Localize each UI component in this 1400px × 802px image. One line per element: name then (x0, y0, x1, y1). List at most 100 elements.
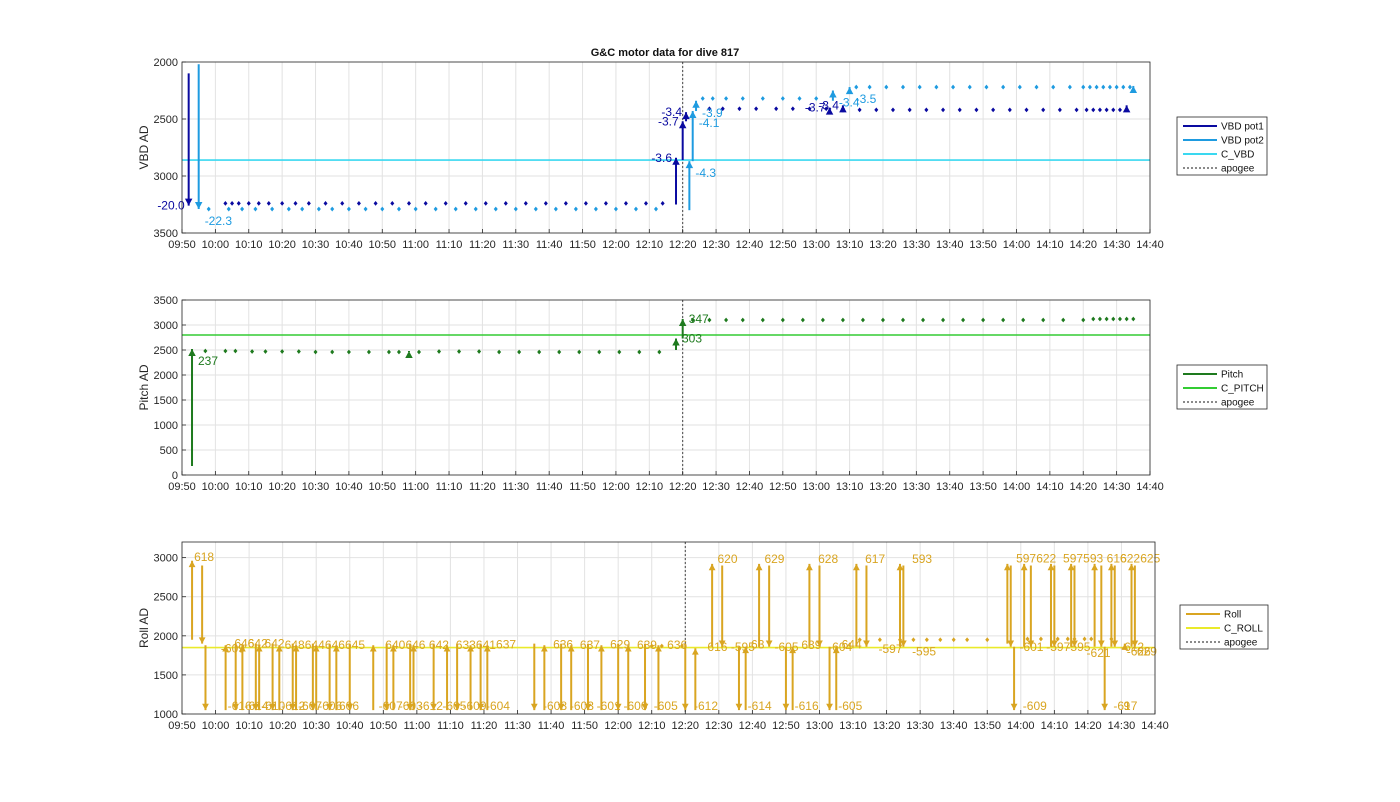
data-point (957, 107, 962, 113)
roll-arrow-head (832, 646, 840, 654)
x-tick-label: 11:00 (404, 720, 431, 732)
data-point (226, 206, 231, 212)
x-tick-label: 13:20 (873, 720, 901, 732)
data-point (884, 84, 889, 90)
x-tick-label: 11:10 (437, 720, 464, 732)
x-tick-label: 11:50 (569, 481, 596, 493)
roll-arrow-head (1131, 640, 1139, 647)
data-point (1041, 107, 1046, 113)
data-point (917, 84, 922, 90)
x-tick-label: 12:30 (702, 239, 730, 251)
y-tick-label: 2000 (154, 57, 178, 69)
y-tick-label: 1000 (154, 709, 178, 721)
x-tick-label: 10:50 (369, 239, 397, 251)
data-point (433, 206, 438, 212)
data-point (366, 349, 371, 355)
y-tick-label: 3500 (154, 228, 178, 240)
data-point (543, 200, 548, 206)
data-point (396, 206, 401, 212)
legend-entry: Pitch (1221, 370, 1243, 381)
legend-entry: apogee (1221, 164, 1255, 175)
data-point (557, 349, 562, 355)
data-point (653, 206, 658, 212)
roll-arrow-head (1007, 640, 1015, 647)
event-arrow-head (825, 107, 834, 115)
data-point (517, 349, 522, 355)
roll-arrow-head (275, 645, 283, 652)
data-point (1024, 107, 1029, 113)
data-point (1107, 84, 1112, 90)
roll-value-label: 617 (865, 552, 885, 566)
data-point (1051, 84, 1056, 90)
x-tick-label: 12:00 (602, 239, 630, 251)
roll-value-label: -612 (419, 699, 443, 713)
data-point (1104, 316, 1109, 322)
x-tick-label: 10:50 (369, 481, 397, 493)
data-point (1114, 84, 1119, 90)
roll-value-label: -606 (318, 699, 342, 713)
data-point (553, 206, 558, 212)
x-tick-label: 10:50 (370, 720, 398, 732)
roll-arrow-head (1047, 563, 1055, 571)
data-point (938, 637, 943, 643)
data-point (643, 200, 648, 206)
x-tick-label: 10:20 (268, 239, 296, 251)
x-tick-label: 13:40 (936, 239, 964, 251)
panel-vbd: -20.0-3.6-3.7-3.4 -3.7-3.4-22.3-4.3-4.1-3… (137, 57, 1268, 251)
data-point (974, 107, 979, 113)
data-point (924, 637, 929, 643)
data-point (296, 349, 301, 354)
legend-entry: C_PITCH (1221, 384, 1264, 395)
plot-area (182, 62, 1150, 233)
event-label: -3.4 (839, 96, 860, 110)
event-label: 237 (198, 354, 218, 368)
data-point (1025, 636, 1030, 642)
x-tick-label: 13:40 (936, 481, 964, 493)
data-point (1127, 84, 1132, 90)
roll-value-label: 646 (234, 637, 254, 651)
x-tick-label: 11:20 (469, 239, 496, 251)
data-point (800, 317, 805, 323)
data-point (720, 106, 725, 112)
data-point (807, 106, 812, 112)
data-point (280, 200, 285, 206)
roll-arrow-head (708, 563, 716, 571)
x-tick-label: 11:10 (436, 481, 463, 493)
roll-arrow-head (477, 703, 484, 711)
data-point (797, 96, 802, 101)
data-point (867, 84, 872, 90)
roll-arrow-head (232, 703, 240, 711)
data-point (840, 317, 845, 323)
data-point (814, 96, 819, 101)
data-point (900, 84, 905, 90)
series-pitch: 237 303 347 (188, 312, 1136, 466)
roll-value-label: -616 (795, 699, 819, 713)
data-point (363, 206, 368, 212)
panel-roll: 618 -609 -616 646 -614 642 -610 642 -612 648 -607 6… (137, 541, 1269, 732)
x-tick-label: 13:30 (906, 720, 934, 732)
roll-value-label: 622 (1036, 551, 1056, 565)
x-tick-label: 14:00 (1003, 239, 1031, 251)
event-arrow-head (184, 198, 193, 206)
y-axis-label: VBD AD (137, 125, 151, 169)
y-tick-label: 1000 (154, 420, 178, 432)
x-tick-label: 10:30 (302, 481, 330, 493)
roll-arrow-head (383, 703, 391, 711)
x-tick-label: 14:00 (1007, 720, 1035, 732)
roll-value-label: 637 (496, 637, 516, 651)
data-point (941, 107, 946, 113)
roll-arrow-head (598, 645, 605, 652)
data-point (473, 206, 478, 212)
data-point (907, 107, 912, 113)
event-arrow-head (685, 161, 694, 169)
axes-frame (181, 541, 1156, 715)
x-tick-label: 12:10 (636, 239, 664, 251)
x-tick-label: 11:20 (469, 481, 496, 493)
data-point (406, 200, 411, 206)
data-point (256, 200, 261, 206)
data-point (330, 349, 335, 355)
roll-value-label: -597 (879, 642, 903, 656)
data-point (857, 107, 862, 113)
x-tick-label: 13:50 (973, 720, 1001, 732)
data-point (984, 84, 989, 90)
